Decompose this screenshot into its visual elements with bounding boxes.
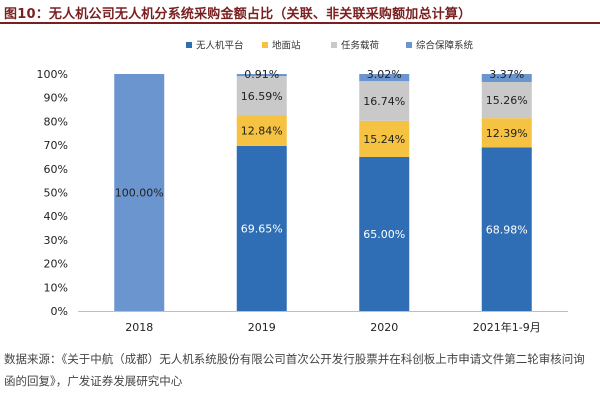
legend-swatch-0 bbox=[186, 42, 192, 48]
y-tick-label: 70% bbox=[44, 139, 68, 152]
y-tick-label: 20% bbox=[44, 258, 68, 271]
x-tick-label: 2018 bbox=[125, 321, 153, 334]
data-label: 15.26% bbox=[486, 94, 528, 107]
y-tick-label: 50% bbox=[44, 187, 68, 200]
data-label: 16.74% bbox=[363, 95, 405, 108]
bar-segment bbox=[359, 120, 410, 157]
bar-segment bbox=[481, 74, 532, 82]
bar-segment bbox=[481, 81, 532, 119]
bar-segment bbox=[359, 156, 410, 311]
x-tick-label: 2019 bbox=[248, 321, 276, 334]
x-tick-label: 2020 bbox=[370, 321, 398, 334]
bar-segment bbox=[359, 74, 410, 82]
legend-swatch-1 bbox=[262, 42, 268, 48]
data-source-note: 数据来源：《关于中航（成都）无人机系统股份有限公司首次公开发行股票并在科创板上市… bbox=[4, 352, 585, 388]
data-label: 3.02% bbox=[367, 68, 402, 81]
y-tick-label: 0% bbox=[51, 305, 68, 318]
data-label: 12.39% bbox=[486, 127, 528, 140]
bar-segment bbox=[236, 115, 287, 146]
data-label: 3.37% bbox=[489, 68, 524, 81]
y-tick-label: 90% bbox=[44, 92, 68, 105]
y-tick-label: 80% bbox=[44, 115, 68, 128]
y-tick-label: 40% bbox=[44, 210, 68, 223]
data-label: 12.84% bbox=[241, 125, 283, 138]
y-tick-label: 30% bbox=[44, 234, 68, 247]
data-label: 65.00% bbox=[363, 228, 405, 241]
figure-title: 图10：无人机公司无人机分系统采购金额占比（关联、非关联采购额加总计算） bbox=[4, 7, 472, 22]
data-label: 69.65% bbox=[241, 222, 283, 235]
bar-segment bbox=[236, 76, 287, 116]
legend-label-1: 地面站 bbox=[272, 40, 301, 52]
x-tick-label: 2021年1-9月 bbox=[473, 320, 541, 334]
bar-segment bbox=[359, 81, 410, 121]
bar-segment bbox=[114, 74, 165, 311]
stacked-bar-chart: 无人机平台 地面站 任务载荷 综合保障系统 0% 10% 20% 30% 40% 50% 60% 70… bbox=[37, 40, 568, 334]
legend-label-3: 综合保障系统 bbox=[416, 40, 474, 52]
y-tick-label: 10% bbox=[44, 281, 68, 294]
legend-label-0: 无人机平台 bbox=[196, 40, 244, 52]
data-label: 15.24% bbox=[363, 133, 405, 146]
figure-header: 图10：无人机公司无人机分系统采购金额占比（关联、非关联采购额加总计算） bbox=[0, 0, 600, 24]
data-label: 0.91% bbox=[244, 68, 279, 81]
legend-label-2: 任务载荷 bbox=[341, 40, 380, 52]
data-label: 100.00% bbox=[115, 187, 164, 200]
legend-swatch-3 bbox=[406, 42, 412, 48]
legend-swatch-2 bbox=[331, 42, 337, 48]
bar-segment bbox=[236, 145, 287, 311]
y-tick-label: 60% bbox=[44, 163, 68, 176]
bar-segment bbox=[236, 74, 287, 77]
y-tick-label: 100% bbox=[37, 68, 68, 81]
bar-segment bbox=[481, 147, 532, 311]
bar-segment bbox=[481, 118, 532, 148]
data-label: 68.98% bbox=[486, 223, 528, 236]
data-label: 16.59% bbox=[241, 90, 283, 103]
